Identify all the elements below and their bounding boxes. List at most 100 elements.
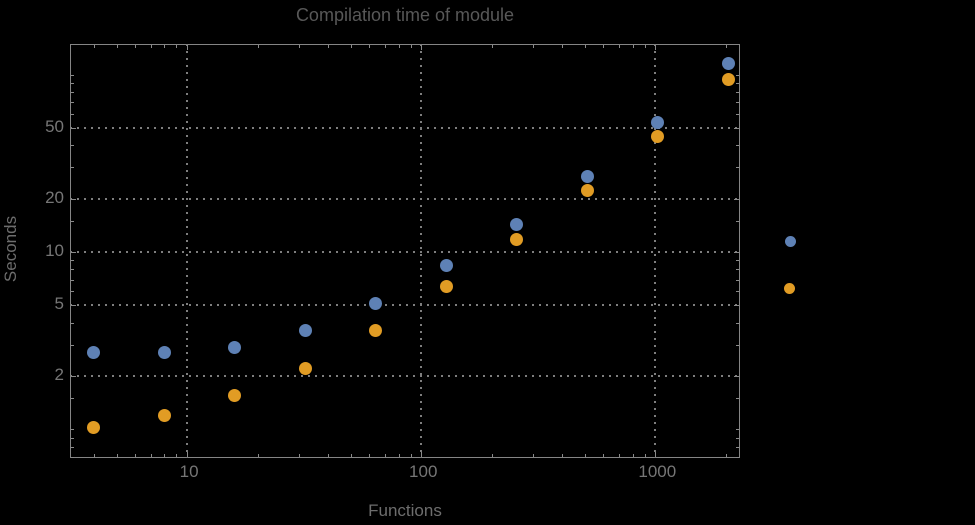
tick-mark-x — [619, 45, 621, 48]
tick-mark-y — [734, 128, 739, 130]
tick-mark-y — [71, 437, 74, 439]
tick-mark-y — [736, 269, 739, 271]
data-point-series-blue — [439, 258, 453, 272]
tick-mark-y — [736, 145, 739, 147]
y-tick-label-5: 5 — [54, 294, 64, 314]
tick-mark-y — [736, 322, 739, 324]
data-point-series-blue — [721, 57, 735, 71]
tick-mark-x — [257, 45, 259, 48]
y-tick-label-10: 10 — [45, 241, 64, 261]
data-point-series-orange — [157, 408, 171, 422]
tick-mark-x — [655, 452, 657, 457]
tick-mark-x — [135, 45, 137, 48]
tick-mark-y — [736, 167, 739, 169]
tick-mark-y — [736, 91, 739, 93]
gridline-y-20 — [70, 197, 740, 200]
tick-mark-y — [71, 260, 74, 262]
tick-mark-x — [384, 454, 386, 457]
data-point-series-orange — [369, 324, 383, 338]
tick-mark-y — [736, 344, 739, 346]
data-point-series-blue — [228, 340, 242, 354]
tick-mark-y — [736, 260, 739, 262]
tick-mark-x — [150, 454, 152, 457]
data-point-series-orange — [298, 362, 312, 376]
tick-mark-x — [369, 454, 371, 457]
tick-mark-y — [71, 398, 74, 400]
gridline-y-2 — [70, 375, 740, 378]
tick-mark-y — [734, 198, 739, 200]
tick-mark-x — [619, 454, 621, 457]
tick-mark-y — [736, 446, 739, 448]
data-point-series-blue — [580, 169, 594, 183]
tick-mark-y — [71, 74, 74, 76]
tick-mark-x — [725, 45, 727, 48]
data-point-series-blue — [298, 324, 312, 338]
tick-mark-x — [491, 454, 493, 457]
tick-mark-x — [421, 45, 423, 50]
tick-mark-y — [71, 220, 74, 222]
tick-mark-y — [71, 429, 74, 431]
tick-mark-x — [644, 45, 646, 48]
x-tick-label-1000: 1000 — [638, 462, 677, 481]
tick-mark-x — [116, 454, 118, 457]
tick-mark-x — [584, 454, 586, 457]
tick-mark-x — [532, 45, 534, 48]
tick-mark-x — [328, 45, 330, 48]
tick-mark-y — [71, 456, 74, 458]
y-tick-label-2: 2 — [54, 365, 64, 385]
tick-mark-y — [734, 376, 739, 378]
tick-mark-x — [491, 45, 493, 48]
tick-mark-x — [584, 45, 586, 48]
tick-mark-x — [369, 45, 371, 48]
tick-mark-x — [410, 45, 412, 48]
tick-mark-x — [632, 45, 634, 48]
plot-frame — [70, 44, 740, 458]
data-point-series-blue — [369, 297, 383, 311]
tick-mark-x — [298, 45, 300, 48]
tick-mark-y — [736, 82, 739, 84]
tick-mark-x — [93, 454, 95, 457]
chart-title: Compilation time of module — [295, 5, 515, 25]
data-point-series-blue — [510, 218, 524, 232]
gridline-x-10 — [186, 44, 189, 458]
tick-mark-x — [176, 454, 178, 457]
tick-mark-x — [116, 45, 118, 48]
tick-mark-x — [644, 454, 646, 457]
tick-mark-x — [421, 452, 423, 457]
data-point-series-orange — [439, 279, 453, 293]
y-tick-label-50: 50 — [45, 117, 64, 137]
data-point-series-orange — [651, 129, 665, 143]
tick-mark-x — [164, 45, 166, 48]
tick-mark-y — [736, 456, 739, 458]
tick-mark-x — [562, 45, 564, 48]
tick-mark-x — [150, 45, 152, 48]
tick-mark-y — [71, 102, 74, 104]
tick-mark-x — [562, 454, 564, 457]
x-tick-label-10: 10 — [179, 462, 199, 481]
tick-mark-y — [71, 167, 74, 169]
tick-mark-x — [655, 45, 657, 50]
tick-mark-y — [71, 446, 74, 448]
gridline-y-5 — [70, 304, 740, 307]
tick-mark-y — [71, 82, 74, 84]
data-point-series-blue — [87, 346, 101, 360]
tick-mark-y — [71, 344, 74, 346]
gridline-x-100 — [420, 44, 423, 458]
tick-mark-x — [398, 45, 400, 48]
tick-mark-x — [532, 454, 534, 457]
tick-mark-x — [187, 45, 189, 50]
gridline-y-50 — [70, 127, 740, 130]
tick-mark-x — [93, 45, 95, 48]
tick-mark-x — [725, 454, 727, 457]
tick-mark-y — [736, 102, 739, 104]
tick-mark-x — [298, 454, 300, 457]
tick-mark-y — [736, 279, 739, 281]
tick-mark-y — [71, 114, 74, 116]
tick-mark-y — [71, 128, 76, 130]
x-axis-label: Functions — [368, 501, 442, 520]
tick-mark-y — [736, 398, 739, 400]
tick-mark-y — [736, 437, 739, 439]
tick-mark-y — [71, 305, 76, 307]
tick-mark-y — [734, 305, 739, 307]
